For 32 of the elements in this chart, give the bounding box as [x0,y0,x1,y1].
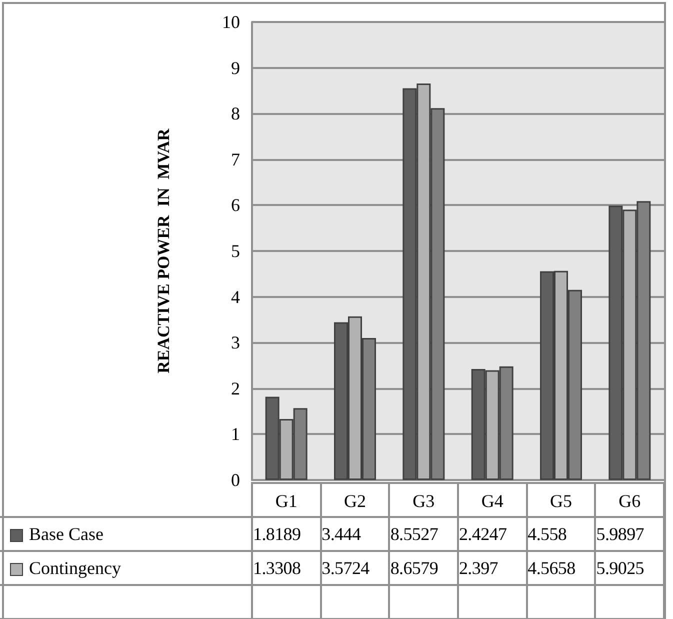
y-tick-label: 5 [231,241,240,261]
data-label: 2.4247 [458,524,507,544]
y-tick-label: 4 [231,286,240,307]
x-tick-label: G1 [275,491,298,511]
y-tick-label: 9 [231,58,240,78]
y-tick-label: 0 [231,470,240,490]
data-label: 4.5658 [528,558,576,578]
data-label: 5.9897 [596,524,644,544]
y-tick-label: 7 [231,149,240,170]
y-tick-label: 3 [231,332,240,353]
data-label: 5.9025 [596,558,644,578]
x-tick-label: G2 [344,491,366,511]
x-tick-label: G5 [550,491,572,511]
x-tick-label: G6 [618,491,641,511]
x-tick-label: G4 [481,491,504,511]
data-label: 3.5724 [322,558,370,578]
y-axis-title: REACTIVE POWER IN MVAR [154,128,173,374]
data-label: 1.8189 [253,524,301,544]
data-label: 8.5527 [390,524,438,544]
y-tick-label: 8 [231,104,240,124]
data-label: 4.558 [528,524,567,544]
data-label: 2.397 [458,558,498,578]
data-label: 3.444 [322,524,361,544]
y-tick-label: 2 [231,378,240,398]
y-tick-label: 6 [231,195,240,216]
legend-label: Contingency [29,558,121,578]
legend-label: Base Case [29,524,104,544]
x-tick-label: G3 [412,491,435,511]
y-tick-label: 10 [222,12,240,32]
data-label: 8.6579 [390,558,438,578]
data-label: 1.3308 [253,558,301,578]
y-tick-label: 1 [231,424,240,444]
